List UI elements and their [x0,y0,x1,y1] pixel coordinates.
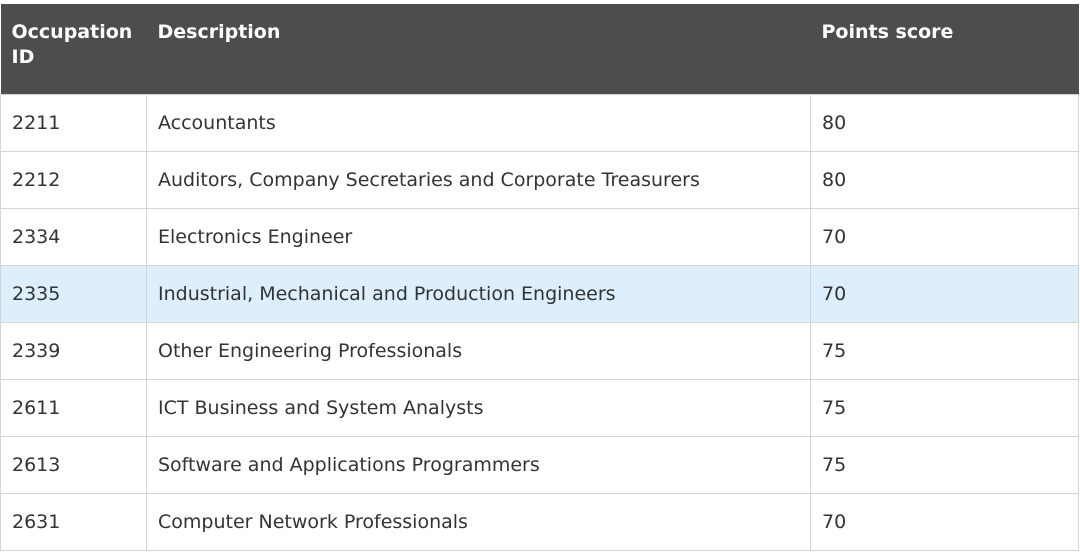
cell-points-score: 70 [810,492,1079,551]
cell-description: Electronics Engineer [146,207,811,266]
cell-occupation-id: 2335 [0,264,147,323]
table-row: 2212 Auditors, Company Secretaries and C… [0,150,1079,209]
cell-description: ICT Business and System Analysts [146,378,811,437]
cell-points-score: 80 [810,150,1079,209]
cell-points-score: 70 [810,264,1079,323]
table-row-highlighted[interactable]: 2335 Industrial, Mechanical and Producti… [0,264,1079,323]
cell-description: Industrial, Mechanical and Production En… [146,264,811,323]
cell-points-score: 75 [810,378,1079,437]
cell-description: Accountants [146,93,811,152]
occupation-table: Occupation ID Description Points score 2… [0,4,1079,551]
cell-description: Software and Applications Programmers [146,435,811,494]
cell-points-score: 80 [810,93,1079,152]
cell-occupation-id: 2211 [0,93,147,152]
cell-occupation-id: 2339 [0,321,147,380]
header-row: Occupation ID Description Points score [0,4,1079,94]
table-row: 2611 ICT Business and System Analysts 75 [0,378,1079,437]
table-header: Occupation ID Description Points score [0,4,1079,94]
table-row: 2334 Electronics Engineer 70 [0,207,1079,266]
table-row: 2613 Software and Applications Programme… [0,435,1079,494]
cell-description: Other Engineering Professionals [146,321,811,380]
table-row: 2211 Accountants 80 [0,93,1079,152]
table-body: 2211 Accountants 80 2212 Auditors, Compa… [0,93,1079,551]
cell-points-score: 75 [810,321,1079,380]
cell-occupation-id: 2613 [0,435,147,494]
cell-occupation-id: 2212 [0,150,147,209]
cell-description: Computer Network Professionals [146,492,811,551]
header-occupation-id: Occupation ID [0,4,147,94]
header-description: Description [146,4,811,94]
header-points-score: Points score [810,4,1079,94]
cell-occupation-id: 2334 [0,207,147,266]
cell-occupation-id: 2631 [0,492,147,551]
cell-occupation-id: 2611 [0,378,147,437]
table-row: 2339 Other Engineering Professionals 75 [0,321,1079,380]
cell-points-score: 75 [810,435,1079,494]
cell-points-score: 70 [810,207,1079,266]
cell-description: Auditors, Company Secretaries and Corpor… [146,150,811,209]
table-row: 2631 Computer Network Professionals 70 [0,492,1079,551]
